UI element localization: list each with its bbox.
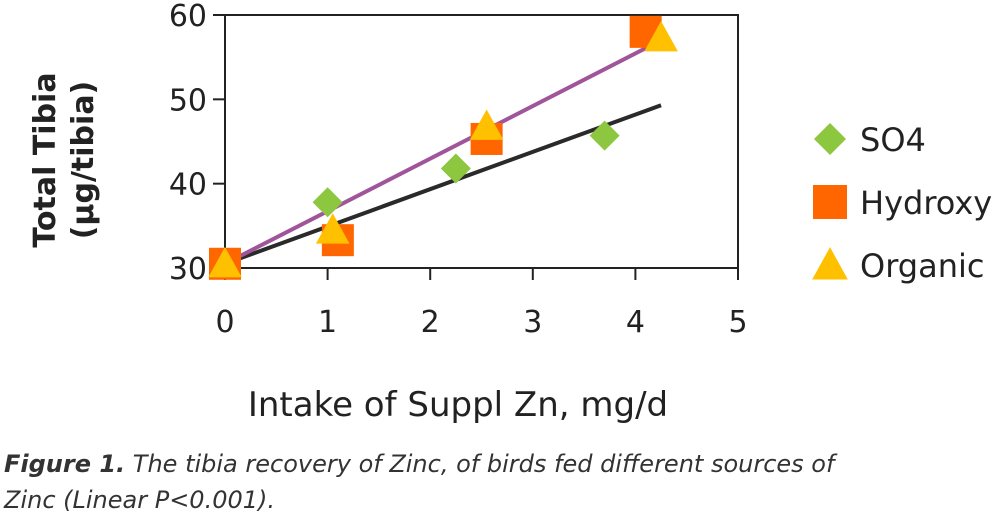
y-tick-label: 40 (169, 168, 207, 203)
figure-caption: Figure 1. The tibia recovery of Zinc, of… (4, 446, 884, 518)
data-point-organic (208, 246, 242, 278)
plot-frame (224, 14, 739, 269)
trendline (224, 103, 662, 266)
caption-text: The tibia recovery of Zinc, of birds fed… (4, 450, 835, 514)
legend-label-organic: Organic (860, 247, 984, 285)
y-tick-label: 50 (169, 83, 207, 118)
y-axis-title: Total Tibia (µg/tibia) (28, 72, 101, 247)
y-axis-title-line2: (µg/tibia) (66, 81, 101, 240)
data-point-organic (644, 20, 678, 52)
data-point-so4 (589, 120, 620, 151)
x-axis-title: Intake of Suppl Zn, mg/d (248, 385, 668, 425)
legend-marker-so4 (814, 123, 846, 155)
y-tick-label: 30 (169, 252, 207, 287)
chart: 0 1 2 3 4 5 30 40 50 60 SO4 Hydroxy Organic Intake… (28, 0, 992, 425)
caption-label: Figure 1. (4, 450, 126, 478)
trendline (224, 38, 662, 266)
data-point-so4 (312, 187, 343, 218)
legend-marker-organic (812, 247, 848, 280)
data-point-so4 (440, 153, 471, 184)
legend-label-hydroxy: Hydroxy (860, 184, 992, 222)
legend-marker-hydroxy (813, 185, 847, 219)
y-tick-label: 60 (169, 0, 207, 34)
x-tick-labels: 0 1 2 3 4 5 (215, 305, 747, 340)
data-point-organic (469, 109, 504, 140)
y-tick-labels: 30 40 50 60 (169, 0, 207, 287)
x-tick-label: 4 (626, 305, 645, 340)
plot-area-border (224, 14, 739, 269)
x-tick-label: 0 (215, 305, 234, 340)
data-markers (208, 15, 678, 280)
x-tick-label: 1 (318, 305, 337, 340)
x-tick-label: 5 (728, 305, 747, 340)
data-point-organic (315, 213, 350, 244)
legend: SO4 Hydroxy Organic (812, 121, 992, 285)
trendlines (224, 38, 662, 266)
x-tick-label: 2 (421, 305, 440, 340)
y-axis-title-line1: Total Tibia (28, 72, 63, 247)
legend-label-so4: SO4 (860, 121, 926, 159)
x-tick-label: 3 (523, 305, 542, 340)
